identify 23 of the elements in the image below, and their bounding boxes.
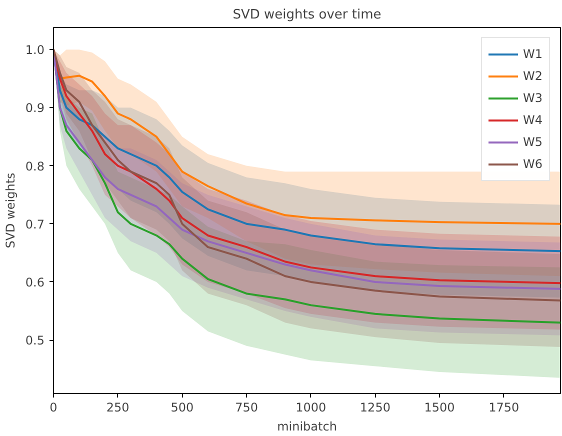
y-tick-label: 0.8: [25, 159, 45, 174]
legend-label: W6: [523, 157, 543, 171]
legend-label: W2: [523, 69, 543, 83]
x-tick-label: 250: [106, 400, 130, 414]
y-tick-label: 0.5: [25, 334, 45, 348]
x-axis-title: minibatch: [277, 420, 337, 434]
y-tick-label: 0.7: [25, 217, 45, 232]
x-tick-label: 0: [50, 400, 58, 414]
x-tick-label: 1250: [360, 400, 390, 414]
legend-label: W4: [523, 113, 543, 127]
x-tick-label: 1500: [424, 400, 455, 414]
y-tick-label: 1.0: [25, 43, 45, 58]
x-tick-label: 500: [170, 400, 194, 414]
x-tick-label: 1750: [488, 400, 520, 414]
legend-label: W5: [523, 135, 543, 149]
legend-label: W3: [523, 91, 543, 105]
y-tick-label: 0.6: [25, 275, 45, 290]
y-axis-title: SVD weights: [3, 172, 18, 248]
chart-title: SVD weights over time: [232, 8, 382, 22]
y-tick-label: 0.9: [25, 101, 45, 116]
x-tick-label: 1000: [296, 400, 326, 414]
x-tick-label: 750: [235, 400, 258, 414]
legend-label: W1: [523, 47, 543, 61]
